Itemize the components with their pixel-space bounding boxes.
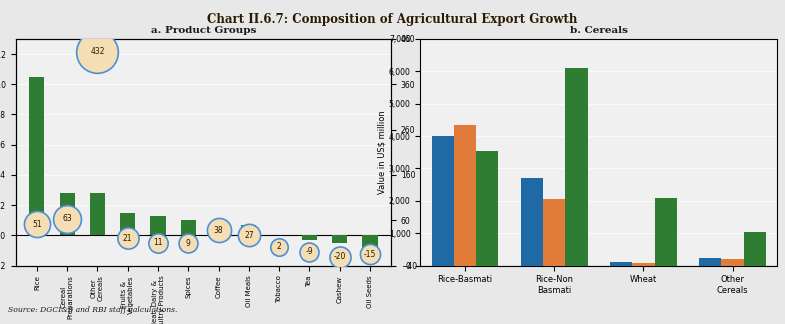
Text: Source: DGCI&S and RBI staff calculations.: Source: DGCI&S and RBI staff calculation… [8, 306, 177, 314]
Bar [743, 232, 766, 266]
Bar [302, 236, 317, 240]
Bar [151, 216, 166, 236]
Point [152, 240, 164, 245]
Text: 11: 11 [153, 238, 162, 247]
Text: -20: -20 [334, 252, 346, 261]
Point [91, 49, 104, 54]
Point [122, 236, 134, 241]
Bar [721, 259, 743, 266]
Point [61, 216, 74, 222]
Text: 63: 63 [62, 214, 72, 224]
Point [334, 254, 346, 259]
Bar [454, 125, 476, 266]
Text: 27: 27 [244, 231, 254, 240]
Y-axis label: Per cent: Per cent [420, 135, 429, 170]
Text: 2: 2 [277, 242, 282, 251]
Title: b. Cereals: b. Cereals [570, 26, 628, 35]
Point [363, 252, 376, 257]
Point [31, 222, 43, 227]
Point [243, 233, 255, 238]
Text: 21: 21 [123, 234, 133, 242]
Point [212, 228, 225, 233]
Point [273, 244, 286, 249]
Bar [565, 68, 588, 266]
Point [303, 249, 316, 254]
Text: -15: -15 [363, 250, 376, 259]
Bar [29, 77, 45, 236]
Text: Chart II.6.7: Composition of Agricultural Export Growth: Chart II.6.7: Composition of Agricultura… [207, 13, 578, 26]
Text: 9: 9 [186, 239, 191, 248]
Bar [90, 193, 105, 236]
Bar [432, 136, 454, 266]
Bar [699, 258, 721, 266]
Bar [241, 225, 257, 236]
Bar [610, 262, 632, 266]
Y-axis label: Value in US$ million: Value in US$ million [377, 110, 386, 194]
Bar [181, 220, 196, 236]
Bar [332, 236, 347, 243]
Bar [520, 178, 543, 266]
Bar [655, 198, 677, 266]
Bar [543, 199, 565, 266]
Text: 432: 432 [90, 47, 104, 56]
Text: 51: 51 [32, 220, 42, 229]
Bar [632, 263, 655, 266]
Bar [60, 193, 75, 236]
Point [182, 241, 195, 246]
Bar [211, 223, 226, 236]
Title: a. Product Groups: a. Product Groups [151, 26, 256, 35]
Text: -9: -9 [305, 247, 313, 256]
Bar [476, 151, 498, 266]
Text: 38: 38 [214, 226, 224, 235]
Bar [120, 213, 135, 236]
Bar [363, 236, 378, 248]
